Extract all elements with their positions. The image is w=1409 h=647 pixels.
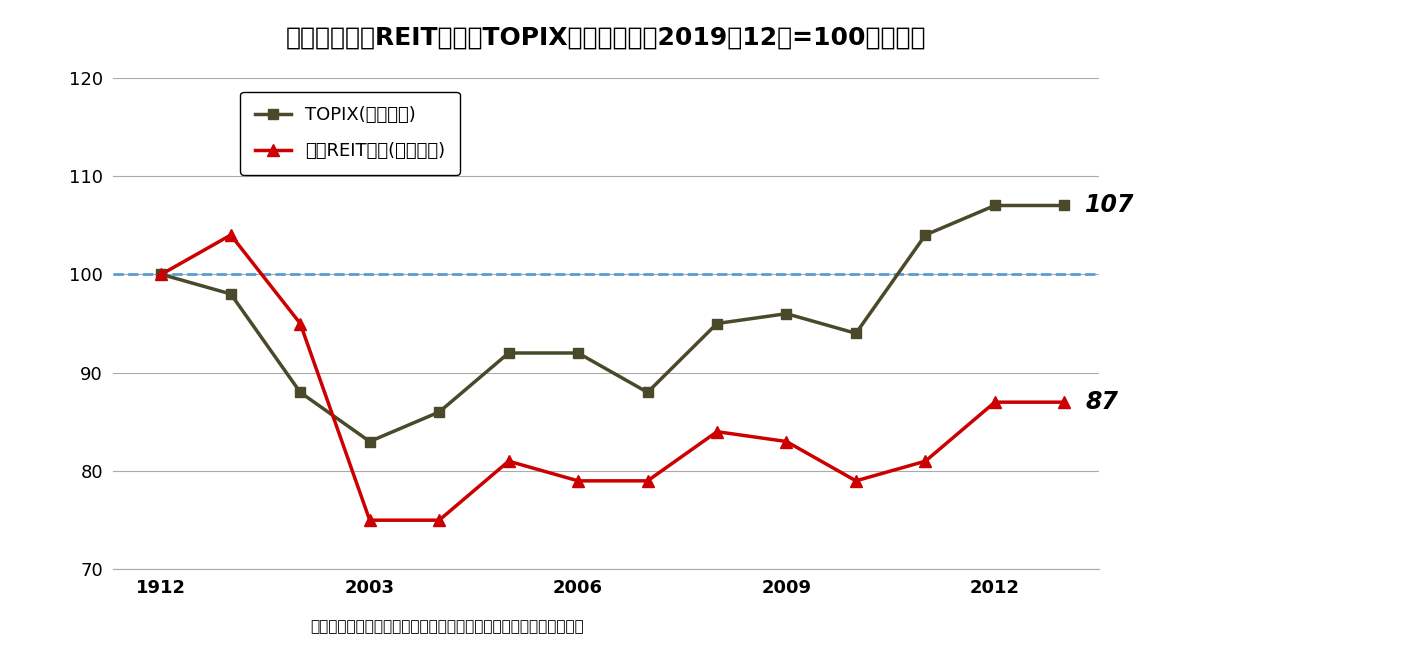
- TOPIX(配当込み): [917, 231, 934, 239]
- TOPIX(配当込み): [847, 329, 864, 337]
- 東証REIT指数(配当込み): [778, 437, 795, 445]
- 東証REIT指数(配当込み): [431, 516, 448, 524]
- Line: 東証REIT指数(配当込み): 東証REIT指数(配当込み): [156, 230, 1069, 526]
- 東証REIT指数(配当込み): [500, 457, 517, 465]
- TOPIX(配当込み): [500, 349, 517, 357]
- 東証REIT指数(配当込み): [569, 477, 586, 485]
- Legend: TOPIX(配当込み), 東証REIT指数(配当込み): TOPIX(配当込み), 東証REIT指数(配当込み): [240, 92, 459, 175]
- 東証REIT指数(配当込み): [223, 231, 240, 239]
- Text: 図表１：東証REIT指数とTOPIX（配当込み、2019年12末=100、月次）: 図表１：東証REIT指数とTOPIX（配当込み、2019年12末=100、月次）: [286, 26, 926, 50]
- TOPIX(配当込み): [361, 437, 378, 445]
- 東証REIT指数(配当込み): [986, 399, 1003, 406]
- 東証REIT指数(配当込み): [847, 477, 864, 485]
- TOPIX(配当込み): [569, 349, 586, 357]
- Line: TOPIX(配当込み): TOPIX(配当込み): [156, 201, 1069, 446]
- TOPIX(配当込み): [223, 290, 240, 298]
- 東証REIT指数(配当込み): [917, 457, 934, 465]
- TOPIX(配当込み): [640, 388, 657, 396]
- 東証REIT指数(配当込み): [1055, 399, 1072, 406]
- Text: 87: 87: [1085, 390, 1119, 414]
- TOPIX(配当込み): [431, 408, 448, 416]
- 東証REIT指数(配当込み): [154, 270, 170, 278]
- TOPIX(配当込み): [709, 320, 726, 327]
- TOPIX(配当込み): [986, 202, 1003, 210]
- 東証REIT指数(配当込み): [292, 320, 309, 327]
- TOPIX(配当込み): [292, 388, 309, 396]
- TOPIX(配当込み): [1055, 202, 1072, 210]
- TOPIX(配当込み): [778, 310, 795, 318]
- 東証REIT指数(配当込み): [709, 428, 726, 435]
- Text: 107: 107: [1085, 193, 1134, 217]
- Text: （出所）東京証券取引所のデータを基にニッセイ基礎研究所が作成: （出所）東京証券取引所のデータを基にニッセイ基礎研究所が作成: [310, 619, 583, 634]
- TOPIX(配当込み): [154, 270, 170, 278]
- 東証REIT指数(配当込み): [361, 516, 378, 524]
- 東証REIT指数(配当込み): [640, 477, 657, 485]
